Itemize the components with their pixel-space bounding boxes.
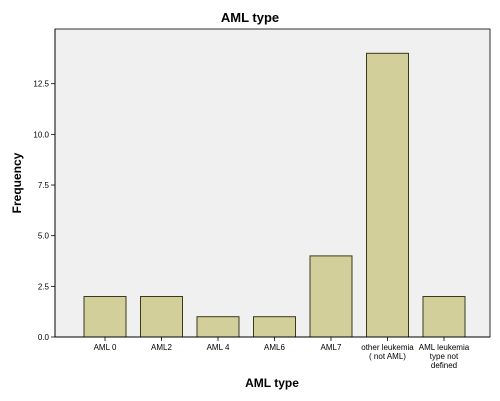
x-tick-label-line: type not	[430, 352, 459, 361]
x-tick-label-line: AML leukemia	[419, 343, 470, 352]
x-tick-label-line: AML7	[321, 343, 342, 352]
bar	[196, 316, 240, 338]
y-tick-label: 10.0	[33, 130, 49, 139]
x-tick-label-line: defined	[431, 361, 457, 370]
bar	[140, 296, 183, 338]
bar	[83, 296, 127, 338]
y-tick-label: 5.0	[38, 232, 50, 241]
y-axis-ticks: 0.0 2.5 5.0 7.5 10.0 12.5	[33, 80, 55, 342]
y-tick-label: 12.5	[33, 80, 49, 89]
x-tick-label: AML2	[151, 343, 172, 352]
x-tick-label: other leukemia( not AML)	[361, 343, 414, 361]
bars-group	[83, 52, 466, 338]
y-tick-label: 0.0	[38, 333, 50, 342]
x-tick-label: AML6	[264, 343, 285, 352]
x-tick-label: AML7	[321, 343, 342, 352]
x-tick-label-line: other leukemia	[361, 343, 414, 352]
chart-title: AML type	[221, 10, 279, 25]
x-tick-label-line: AML 4	[207, 343, 230, 352]
x-tick-label: AML 0	[94, 343, 117, 352]
y-tick-label: 7.5	[38, 181, 50, 190]
x-tick-label-line: AML2	[151, 343, 172, 352]
bar	[253, 316, 296, 338]
x-tick-label: AML leukemia type not defined	[419, 343, 470, 370]
bar	[309, 255, 353, 338]
plot-area	[54, 28, 491, 338]
x-axis-title: AML type	[245, 376, 299, 390]
y-tick-label: 2.5	[38, 282, 50, 291]
x-tick-label: AML 4	[207, 343, 230, 352]
x-tick-label-line: AML6	[264, 343, 285, 352]
bar	[366, 52, 409, 338]
bar	[422, 296, 466, 338]
x-tick-label-line: AML 0	[94, 343, 117, 352]
y-axis-title: Frequency	[10, 152, 24, 213]
x-axis-categories: AML 0 AML2 AML 4 AML6 AML7 other leukemia( no…	[94, 337, 470, 370]
x-tick-label-line: ( not AML)	[369, 352, 406, 361]
